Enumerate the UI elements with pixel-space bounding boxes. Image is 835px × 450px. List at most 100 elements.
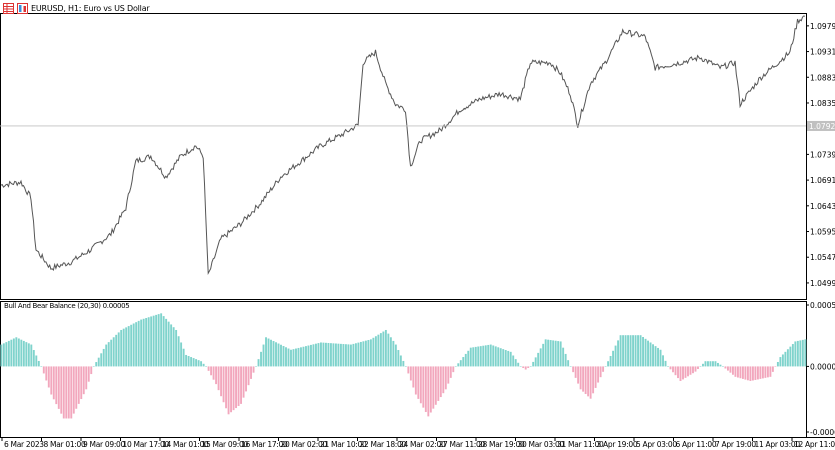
histogram-bar xyxy=(774,366,777,367)
indicator-histogram xyxy=(0,313,807,419)
histogram-bar xyxy=(227,366,230,415)
histogram-bar xyxy=(305,346,307,367)
histogram-bar xyxy=(90,366,93,375)
indicator-tick-label: -0.00063 xyxy=(810,428,835,437)
histogram-bar xyxy=(270,339,272,367)
histogram-bar xyxy=(454,366,457,367)
histogram-bar xyxy=(487,344,490,367)
histogram-bar xyxy=(579,366,582,390)
histogram-bar xyxy=(674,366,677,376)
histogram-bar xyxy=(117,332,120,367)
histogram-bar xyxy=(484,345,487,367)
histogram-bar xyxy=(637,335,640,367)
histogram-bar xyxy=(789,346,792,367)
histogram-bar xyxy=(639,335,642,367)
histogram-bar xyxy=(267,338,270,367)
histogram-bar xyxy=(15,337,18,367)
time-tick-label: 15 Mar 09:00 xyxy=(202,440,249,449)
histogram-bar xyxy=(447,366,450,384)
histogram-bar xyxy=(2,343,5,367)
histogram-bar xyxy=(507,350,510,367)
time-tick-label: 14 Mar 01:00 xyxy=(162,440,209,449)
current-price-label: 1.07921 xyxy=(809,122,835,131)
histogram-bar xyxy=(120,329,123,367)
histogram-bar xyxy=(329,343,332,367)
histogram-bar xyxy=(50,366,53,395)
time-tick-label: 6 Apr 11:00 xyxy=(676,440,717,449)
histogram-bar xyxy=(784,351,787,367)
histogram-bar xyxy=(235,366,238,409)
histogram-bar xyxy=(412,366,415,388)
histogram-bar xyxy=(439,366,442,398)
histogram-bar xyxy=(769,366,772,377)
histogram-bar xyxy=(634,335,637,367)
histogram-bar xyxy=(529,366,532,367)
histogram-bar xyxy=(322,342,325,367)
histogram-bar xyxy=(512,355,515,367)
histogram-bar xyxy=(369,339,372,367)
histogram-bar xyxy=(397,350,400,367)
histogram-bar xyxy=(652,344,654,367)
histogram-bar xyxy=(647,340,649,367)
time-tick-label: 31 Mar 11:00 xyxy=(557,440,604,449)
histogram-bar xyxy=(624,335,627,367)
histogram-bar xyxy=(697,366,699,370)
histogram-bar xyxy=(612,350,615,367)
histogram-bar xyxy=(457,363,460,367)
histogram-bar xyxy=(409,366,412,381)
histogram-bar xyxy=(424,366,427,413)
indicator-icon[interactable] xyxy=(17,3,28,14)
histogram-bar xyxy=(759,366,762,379)
price-tick-label: 1.06430 xyxy=(810,202,835,211)
histogram-bar xyxy=(509,351,512,367)
histogram-bar xyxy=(569,366,572,367)
histogram-bar xyxy=(687,366,689,377)
chart-list-icon[interactable] xyxy=(3,3,14,14)
histogram-bar xyxy=(310,344,312,367)
histogram-bar xyxy=(587,366,590,397)
histogram-bar xyxy=(87,366,90,382)
histogram-bar xyxy=(722,366,724,367)
histogram-bar xyxy=(137,320,140,367)
histogram-bar xyxy=(552,340,555,367)
histogram-bar xyxy=(362,341,365,367)
histogram-bar xyxy=(135,322,138,367)
histogram-bar xyxy=(320,342,322,367)
histogram-bar xyxy=(357,342,360,367)
histogram-bar xyxy=(182,348,185,367)
axes: 1.09790 1.09310 1.08830 1.08350 1.07390 1.069… xyxy=(1,22,835,449)
histogram-bar xyxy=(30,344,33,367)
histogram-bar xyxy=(354,343,357,367)
histogram-bar xyxy=(472,347,475,367)
histogram-bar xyxy=(766,366,769,378)
histogram-bar xyxy=(419,366,422,404)
histogram-bar xyxy=(372,337,375,367)
current-price-badge xyxy=(807,120,835,131)
histogram-bar xyxy=(749,366,752,381)
histogram-bar xyxy=(427,366,430,417)
histogram-bar xyxy=(115,334,118,367)
histogram-bar xyxy=(459,360,462,367)
price-tick-label: 1.05950 xyxy=(810,228,835,237)
histogram-bar xyxy=(572,366,575,373)
histogram-bar xyxy=(245,366,247,392)
histogram-bar xyxy=(242,366,245,398)
histogram-bar xyxy=(479,346,482,367)
histogram-bar xyxy=(275,342,277,367)
histogram-bar xyxy=(801,339,804,367)
histogram-bar xyxy=(432,366,435,409)
histogram-bar xyxy=(165,318,168,367)
histogram-bar xyxy=(317,343,320,367)
histogram-bar xyxy=(402,360,405,367)
histogram-bar xyxy=(407,366,410,374)
histogram-bar xyxy=(527,366,530,368)
histogram-bar xyxy=(292,349,295,367)
histogram-bar xyxy=(804,339,807,367)
histogram-bar xyxy=(140,319,143,367)
histogram-bar xyxy=(394,344,397,367)
histogram-bar xyxy=(417,366,420,399)
histogram-bar xyxy=(70,366,73,419)
histogram-bar xyxy=(280,344,282,367)
histogram-bar xyxy=(547,339,550,367)
